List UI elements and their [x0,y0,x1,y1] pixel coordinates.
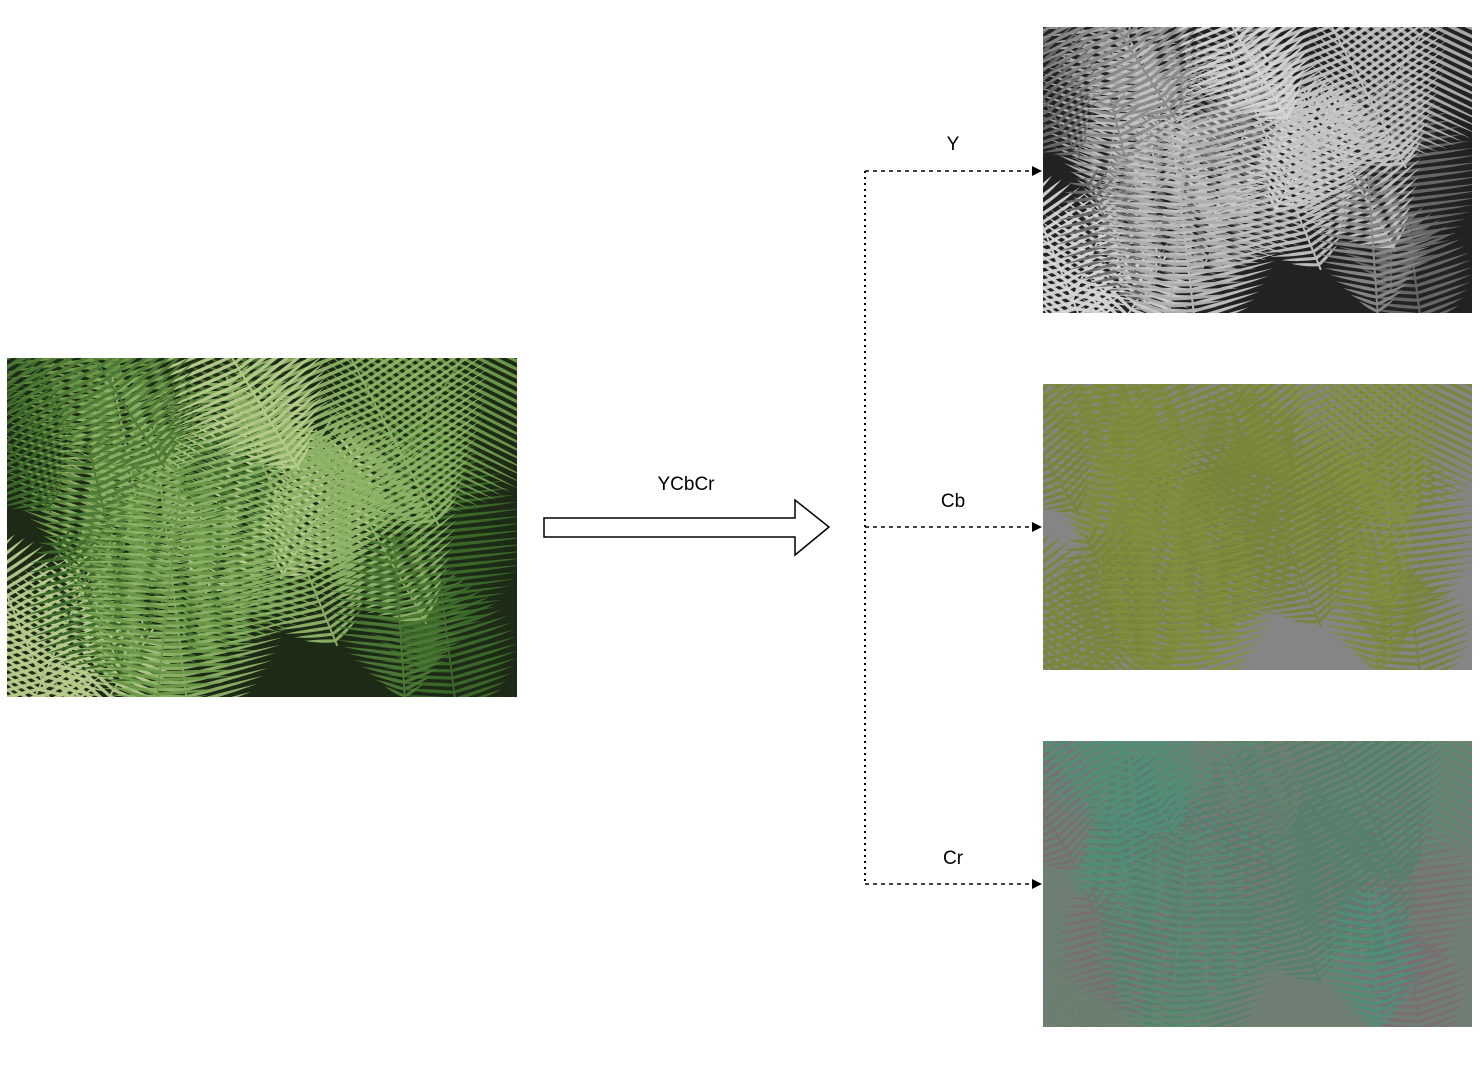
conversion-label: YCbCr [657,474,715,495]
channel-arrows [865,166,1042,889]
conversion-arrow [543,498,831,557]
cr-channel-image [1043,741,1472,1027]
y-channel-label: Y [947,134,960,155]
source-fern-image [7,358,517,697]
cb-channel-label: Cb [941,491,965,512]
y-channel-image [1043,27,1472,313]
cb-channel-image [1043,384,1472,670]
cr-channel-label: Cr [943,848,964,869]
